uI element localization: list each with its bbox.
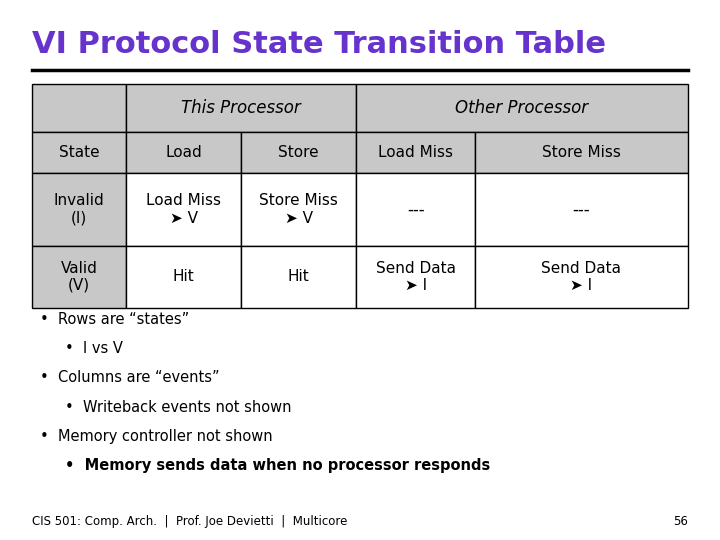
Text: Load Miss
➤ V: Load Miss ➤ V xyxy=(146,193,221,226)
Text: Hit: Hit xyxy=(288,269,310,284)
Text: Invalid
(I): Invalid (I) xyxy=(54,193,104,226)
Text: Store: Store xyxy=(279,145,319,160)
Text: This Processor: This Processor xyxy=(181,99,301,117)
Text: •  Rows are “states”: • Rows are “states” xyxy=(40,312,189,327)
Text: Send Data
➤ I: Send Data ➤ I xyxy=(541,261,621,293)
Text: •  Memory sends data when no processor responds: • Memory sends data when no processor re… xyxy=(65,458,490,473)
Text: Send Data
➤ I: Send Data ➤ I xyxy=(376,261,456,293)
Text: Load Miss: Load Miss xyxy=(378,145,454,160)
Text: ---: --- xyxy=(572,200,590,218)
Text: Store Miss
➤ V: Store Miss ➤ V xyxy=(259,193,338,226)
Text: Valid
(V): Valid (V) xyxy=(60,261,98,293)
Text: •  Columns are “events”: • Columns are “events” xyxy=(40,370,219,386)
Text: State: State xyxy=(59,145,99,160)
Text: Store Miss: Store Miss xyxy=(542,145,621,160)
Text: •  Memory controller not shown: • Memory controller not shown xyxy=(40,429,272,444)
Text: Other Processor: Other Processor xyxy=(456,99,588,117)
Text: 56: 56 xyxy=(672,515,688,528)
Text: Hit: Hit xyxy=(173,269,194,284)
Text: •  Writeback events not shown: • Writeback events not shown xyxy=(65,400,292,415)
Text: Load: Load xyxy=(165,145,202,160)
Text: CIS 501: Comp. Arch.  |  Prof. Joe Devietti  |  Multicore: CIS 501: Comp. Arch. | Prof. Joe Deviett… xyxy=(32,515,348,528)
Text: VI Protocol State Transition Table: VI Protocol State Transition Table xyxy=(32,30,606,59)
Text: •  I vs V: • I vs V xyxy=(65,341,122,356)
Text: ---: --- xyxy=(407,200,425,218)
